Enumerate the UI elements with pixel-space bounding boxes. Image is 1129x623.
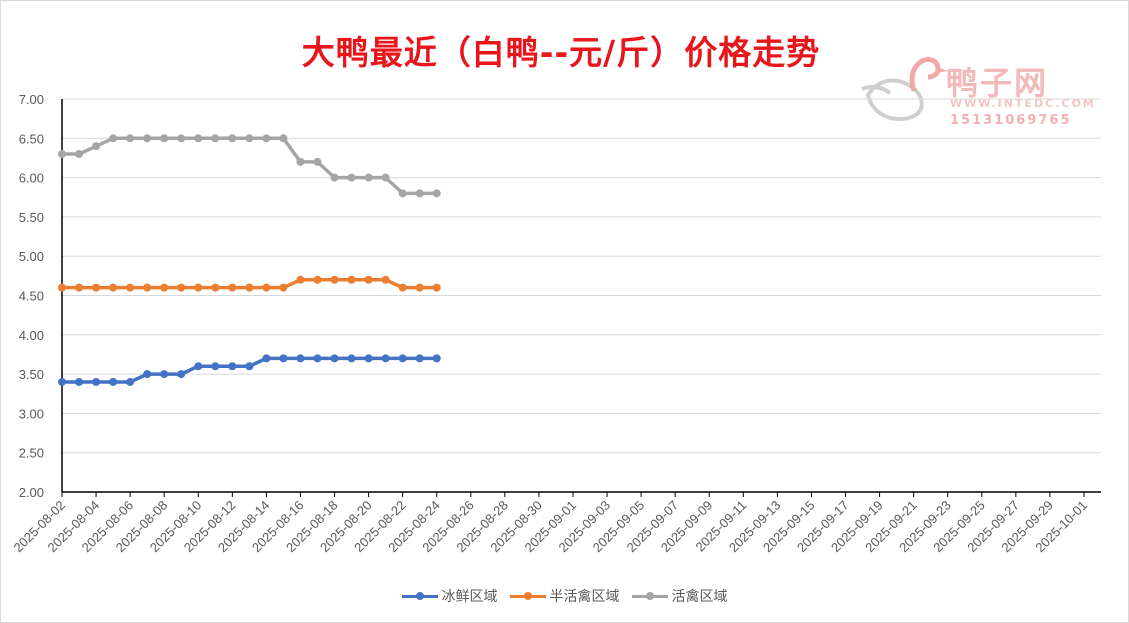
- data-point: [347, 275, 356, 284]
- data-point: [126, 377, 135, 386]
- y-tick-label: 3.50: [19, 367, 44, 382]
- data-point: [245, 362, 254, 371]
- data-point: [211, 283, 220, 292]
- data-point: [143, 370, 152, 379]
- y-tick-label: 4.50: [19, 289, 44, 304]
- data-point: [364, 354, 373, 363]
- data-point: [398, 354, 407, 363]
- data-point: [92, 283, 101, 292]
- data-point: [92, 142, 101, 151]
- legend-item: 半活禽区域: [509, 586, 620, 606]
- data-point: [381, 354, 390, 363]
- data-point: [296, 354, 305, 363]
- y-tick-label: 6.50: [19, 131, 44, 146]
- legend-swatch: [401, 591, 438, 601]
- data-point: [228, 362, 237, 371]
- data-point: [313, 275, 322, 284]
- data-point: [109, 134, 118, 143]
- data-point: [228, 134, 237, 143]
- legend-label: 活禽区域: [671, 589, 728, 605]
- data-point: [92, 377, 101, 386]
- data-point: [211, 134, 220, 143]
- data-point: [75, 377, 84, 386]
- y-tick-label: 7.00: [19, 92, 44, 107]
- data-point: [143, 134, 152, 143]
- data-point: [194, 283, 203, 292]
- data-point: [279, 354, 288, 363]
- chart-legend: 冰鲜区域 半活禽区域 活禽区域: [0, 586, 1129, 606]
- data-point: [347, 173, 356, 182]
- data-point: [313, 157, 322, 166]
- data-point: [347, 354, 356, 363]
- chart-title: 大鸭最近（白鸭--元/斤）价格走势: [301, 33, 821, 72]
- legend-swatch: [509, 591, 546, 601]
- data-point: [432, 283, 441, 292]
- data-point: [330, 354, 339, 363]
- data-point: [381, 275, 390, 284]
- data-point: [279, 283, 288, 292]
- y-tick-label: 4.00: [19, 328, 44, 343]
- data-point: [75, 283, 84, 292]
- data-point: [126, 134, 135, 143]
- data-point: [109, 377, 118, 386]
- data-point: [177, 370, 186, 379]
- data-point: [58, 377, 66, 386]
- data-point: [398, 189, 407, 198]
- series-line: [62, 136, 437, 196]
- data-point: [177, 283, 186, 292]
- watermark-phone: 15131069765: [950, 113, 1072, 128]
- y-tick-label: 2.50: [19, 446, 44, 461]
- data-point: [109, 283, 118, 292]
- data-point: [296, 157, 305, 166]
- data-point: [432, 354, 441, 363]
- legend-swatch: [631, 591, 668, 601]
- data-point: [194, 134, 203, 143]
- data-point: [313, 354, 322, 363]
- data-point: [262, 134, 271, 143]
- data-point: [75, 150, 84, 159]
- data-point: [330, 275, 339, 284]
- data-point: [364, 275, 373, 284]
- data-point: [262, 283, 271, 292]
- data-point: [415, 283, 424, 292]
- data-point: [432, 189, 441, 198]
- data-point: [143, 283, 152, 292]
- data-point: [194, 362, 203, 371]
- watermark-url: WWW.INTEDC.COM: [950, 97, 1096, 110]
- data-point: [160, 134, 169, 143]
- data-point: [279, 134, 288, 143]
- data-point: [177, 134, 186, 143]
- data-point: [415, 354, 424, 363]
- data-point: [262, 354, 271, 363]
- data-point: [245, 283, 254, 292]
- data-point: [398, 283, 407, 292]
- data-point: [415, 189, 424, 198]
- data-point: [228, 283, 237, 292]
- data-point: [160, 283, 169, 292]
- data-point: [160, 370, 169, 379]
- watermark-name: 鸭子网: [946, 64, 1049, 102]
- data-point: [211, 362, 220, 371]
- duck-logo-icon: [861, 56, 948, 121]
- legend-item: 活禽区域: [631, 586, 728, 606]
- legend-label: 冰鲜区域: [441, 589, 498, 605]
- data-point: [381, 173, 390, 182]
- y-tick-label: 6.00: [19, 171, 44, 186]
- data-point: [296, 275, 305, 284]
- legend-label: 半活禽区域: [549, 589, 620, 605]
- y-tick-label: 5.00: [19, 249, 44, 264]
- data-point: [58, 150, 66, 159]
- legend-item: 冰鲜区域: [401, 586, 498, 606]
- data-point: [126, 283, 135, 292]
- data-point: [58, 283, 66, 292]
- y-tick-label: 2.00: [19, 485, 44, 500]
- data-point: [364, 173, 373, 182]
- y-tick-label: 3.00: [19, 406, 44, 421]
- watermark: 鸭子网 WWW.INTEDC.COM 15131069765: [860, 55, 1100, 135]
- data-point: [245, 134, 254, 143]
- data-point: [330, 173, 339, 182]
- y-tick-label: 5.50: [19, 210, 44, 225]
